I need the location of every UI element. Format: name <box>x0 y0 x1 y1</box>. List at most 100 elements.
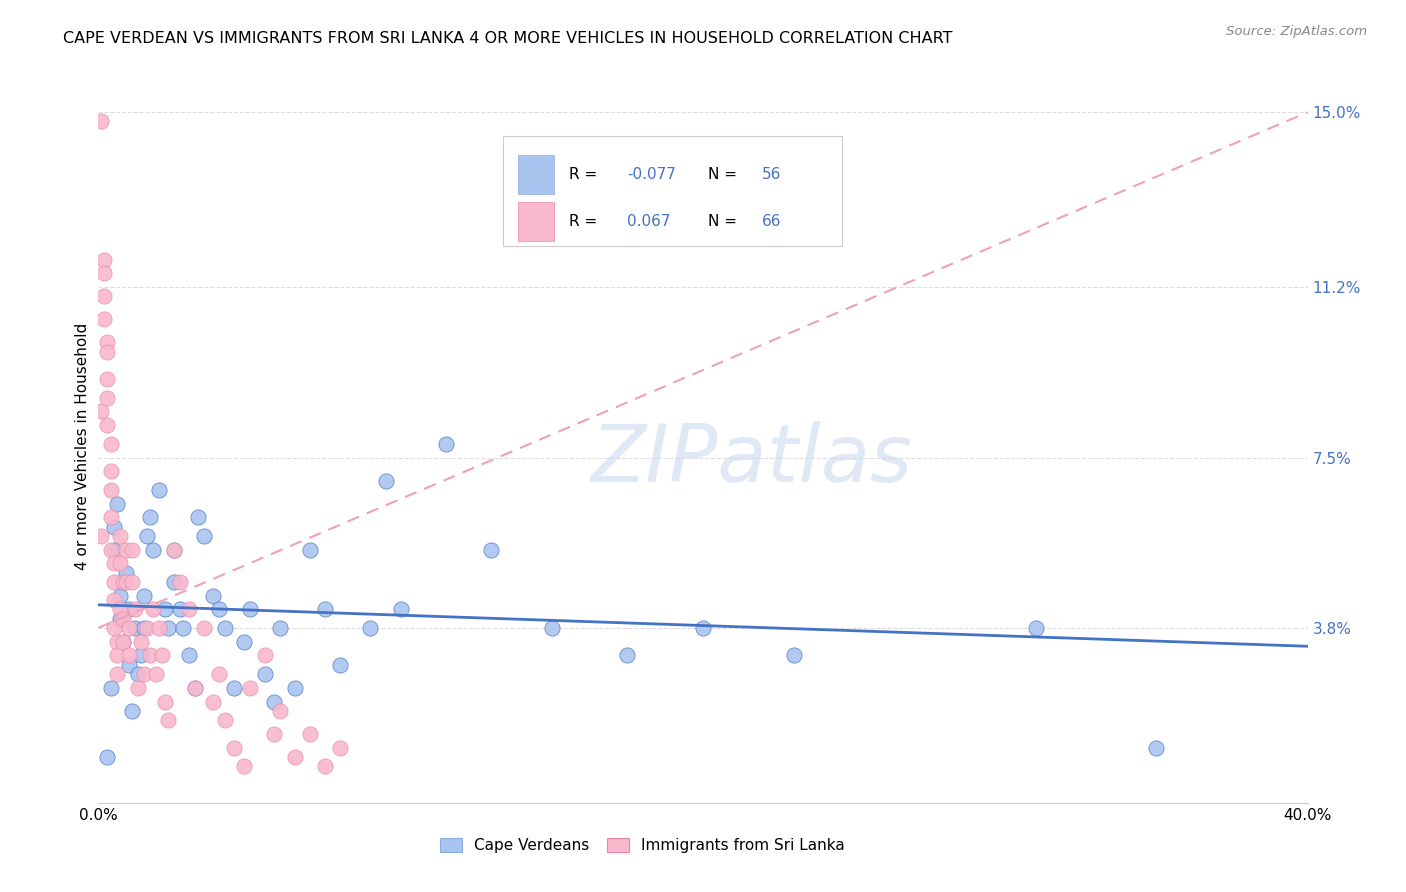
Point <box>118 648 141 663</box>
Point <box>156 621 179 635</box>
Point <box>184 681 207 695</box>
Point <box>329 740 352 755</box>
Point <box>105 648 128 663</box>
Point <box>121 574 143 589</box>
Point <box>153 602 176 616</box>
Point <box>239 602 262 616</box>
Point <box>145 666 167 681</box>
Point <box>284 749 307 764</box>
Point <box>284 681 307 695</box>
Point <box>129 648 152 663</box>
Point <box>329 657 352 672</box>
Point <box>103 621 125 635</box>
Legend: Cape Verdeans, Immigrants from Sri Lanka: Cape Verdeans, Immigrants from Sri Lanka <box>434 832 851 859</box>
Point <box>389 602 412 616</box>
Text: N =: N = <box>707 167 742 182</box>
Point <box>184 681 207 695</box>
Point <box>103 542 125 557</box>
Point <box>114 566 136 580</box>
Point <box>169 574 191 589</box>
Point <box>616 648 638 663</box>
Text: R =: R = <box>569 167 602 182</box>
Point <box>124 602 146 616</box>
Point <box>108 602 131 616</box>
Point <box>540 621 562 635</box>
Point <box>124 621 146 635</box>
Point <box>129 634 152 648</box>
Point <box>374 474 396 488</box>
FancyBboxPatch shape <box>517 202 554 242</box>
Point <box>187 510 209 524</box>
Text: -0.077: -0.077 <box>627 167 676 182</box>
Point <box>135 529 157 543</box>
Point <box>269 704 291 718</box>
Point <box>150 648 173 663</box>
Point <box>108 529 131 543</box>
Point <box>163 542 186 557</box>
Point <box>148 621 170 635</box>
Point <box>96 749 118 764</box>
Point <box>93 289 115 303</box>
Point <box>269 621 291 635</box>
Point <box>148 483 170 497</box>
Point <box>90 529 112 543</box>
Point <box>314 602 336 616</box>
Point <box>208 666 231 681</box>
Point <box>96 391 118 405</box>
Point <box>103 574 125 589</box>
Point <box>139 510 162 524</box>
Point <box>263 727 285 741</box>
Point <box>299 542 322 557</box>
Point <box>232 634 254 648</box>
Point <box>127 666 149 681</box>
Point <box>96 344 118 359</box>
Text: N =: N = <box>707 214 742 229</box>
Point <box>214 713 236 727</box>
Point <box>172 621 194 635</box>
Point <box>132 621 155 635</box>
Point <box>105 634 128 648</box>
Point <box>118 657 141 672</box>
Text: 66: 66 <box>762 214 782 229</box>
Point <box>434 436 457 450</box>
Point <box>111 634 134 648</box>
Point <box>96 418 118 433</box>
Point <box>121 542 143 557</box>
Point <box>105 497 128 511</box>
Point <box>100 681 122 695</box>
Point <box>96 372 118 386</box>
Point <box>96 335 118 350</box>
Point <box>193 529 215 543</box>
Point <box>111 634 134 648</box>
Point <box>118 621 141 635</box>
Point <box>132 589 155 603</box>
Point <box>481 542 503 557</box>
FancyBboxPatch shape <box>503 136 842 246</box>
Point <box>163 542 186 557</box>
Text: 56: 56 <box>762 167 782 182</box>
Y-axis label: 4 or more Vehicles in Household: 4 or more Vehicles in Household <box>75 322 90 570</box>
Point <box>103 519 125 533</box>
Point <box>93 312 115 326</box>
Point <box>111 574 134 589</box>
Point <box>100 542 122 557</box>
Point <box>202 589 225 603</box>
Point <box>179 648 201 663</box>
Point <box>90 114 112 128</box>
Point <box>360 621 382 635</box>
Point <box>108 589 131 603</box>
Point <box>103 593 125 607</box>
Point <box>214 621 236 635</box>
Point <box>179 602 201 616</box>
Point <box>1024 621 1046 635</box>
Point <box>202 694 225 708</box>
Point <box>93 252 115 267</box>
Point <box>142 602 165 616</box>
Text: R =: R = <box>569 214 602 229</box>
Point <box>263 694 285 708</box>
Point <box>163 574 186 589</box>
Point <box>253 666 276 681</box>
Text: CAPE VERDEAN VS IMMIGRANTS FROM SRI LANKA 4 OR MORE VEHICLES IN HOUSEHOLD CORREL: CAPE VERDEAN VS IMMIGRANTS FROM SRI LANK… <box>63 31 953 46</box>
Point <box>224 681 246 695</box>
Point <box>153 694 176 708</box>
